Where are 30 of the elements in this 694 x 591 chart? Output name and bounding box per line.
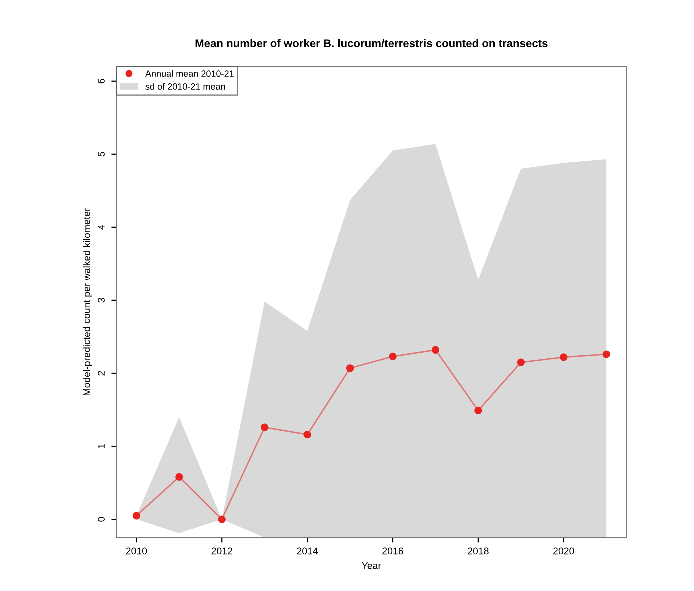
- point: [176, 473, 184, 482]
- point: [517, 358, 525, 366]
- point: [218, 516, 226, 524]
- x-tick-label: 2014: [297, 548, 318, 555]
- point: [560, 354, 568, 362]
- x-tick-label: 2020: [554, 548, 574, 555]
- point: [304, 431, 312, 439]
- y-tick-label: 6: [98, 79, 105, 84]
- point: [432, 346, 440, 354]
- point: [474, 406, 482, 415]
- y-tick-label: 3: [98, 298, 105, 303]
- y-tick-label: 0: [98, 517, 105, 522]
- x-tick-label: 2016: [382, 548, 404, 555]
- annotation: sd of 2010-21 mean: [146, 83, 226, 90]
- point: [261, 424, 269, 432]
- point: [389, 352, 397, 361]
- x-tick-label: 2010: [126, 548, 148, 555]
- legend-label: Annual mean 2010-21: [146, 70, 234, 78]
- x-tick-label: 2018: [468, 548, 489, 555]
- chart-title: Mean number of worker B. lucorum/terrestris counted on transects: [196, 39, 548, 48]
- y-axis-title: Model-predicted count per walked kilometer: [83, 208, 92, 396]
- x-tick-label: 2012: [212, 548, 232, 555]
- x-axis-title: Year: [362, 562, 382, 570]
- y-tick-label: 4: [98, 225, 105, 230]
- y-tick-label: 1: [98, 444, 105, 448]
- y-tick-label: 2: [98, 371, 105, 376]
- y-tick-label: 5: [98, 152, 105, 157]
- point: [132, 512, 140, 520]
- point: [346, 364, 354, 372]
- point: [602, 350, 610, 358]
